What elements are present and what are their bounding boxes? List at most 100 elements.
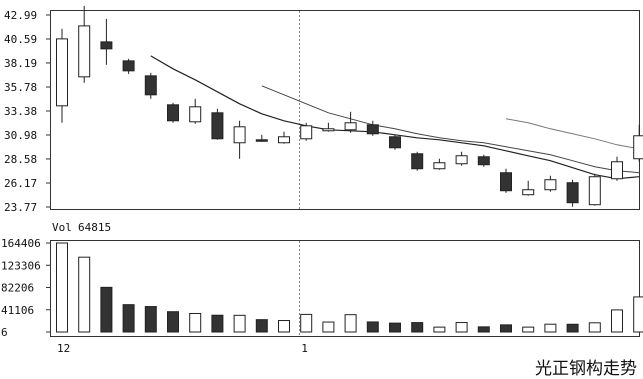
candle [434,159,445,170]
candle [301,123,312,141]
volume-tick-label: 41106 [1,304,34,317]
price-axis-ticks: 42.9940.5938.1935.7833.3830.9828.5826.17… [4,9,50,214]
volume-bar [79,257,90,332]
candle [412,152,423,171]
candle [279,132,290,144]
candle [168,103,179,123]
candle [256,135,267,142]
price-panel: 42.9940.5938.1935.7833.3830.9828.5826.17… [4,6,643,214]
volume-tick-label: 164406 [1,237,41,250]
chart-caption: 光正钢构走势 [535,354,637,379]
volume-value: 64815 [78,221,111,234]
candle-body-up [234,127,245,143]
candle-body-up [589,177,600,205]
candle [367,121,378,136]
x-axis-labels: 12 1 [57,342,308,355]
candle-body-down [123,61,134,71]
candlesticks [57,6,643,207]
candle-body-down [501,173,512,191]
price-tick-label: 42.99 [4,9,37,22]
moving-average-line-2 [262,86,639,173]
candle-body-up [279,137,290,143]
candle-body-down [367,125,378,134]
candle-body-down [478,157,489,165]
candle-body-up [634,136,643,159]
candle [589,174,600,206]
candle [212,109,223,140]
candle [234,121,245,159]
volume-bar [367,322,378,332]
volume-bar [456,323,467,332]
candle-body-up [434,163,445,169]
candle-body-up [545,180,556,190]
candle [57,29,68,123]
volume-panel: Vol 64815 164406 123306 82206 41106 6 [1,221,643,339]
price-tick-label: 35.78 [4,81,37,94]
volume-bar [412,323,423,332]
candle-body-down [412,154,423,169]
volume-bar [301,314,312,332]
price-tick-label: 23.77 [4,201,37,214]
candle-body-down [168,105,179,121]
candle [145,73,156,99]
price-tick-label: 30.98 [4,129,37,142]
volume-bar [190,313,201,332]
volume-bar [523,327,534,332]
price-tick-label: 38.19 [4,57,37,70]
volume-bar [501,325,512,332]
candle-body-up [57,39,68,106]
volume-bar [612,310,623,332]
volume-tick-label: 82206 [1,282,34,295]
volume-bar [345,315,356,332]
x-axis-label: 12 [57,342,70,355]
price-tick-label: 33.38 [4,105,37,118]
volume-label: Vol [52,221,72,234]
price-tick-label: 26.17 [4,177,37,190]
volume-bar [256,320,267,332]
candle-body-up [345,123,356,130]
volume-bar [545,324,556,332]
candle [345,112,356,133]
candle [567,180,578,207]
volume-bar [279,321,290,332]
volume-bar [212,315,223,332]
candle-body-up [612,162,623,179]
candle-body-up [79,26,90,77]
volume-tick-label: 6 [1,326,8,339]
volume-bar [478,327,489,332]
candle [190,99,201,124]
price-tick-label: 40.59 [4,33,37,46]
volume-tick-label: 123306 [1,259,41,272]
candle [478,155,489,167]
candle-body-up [323,129,334,131]
candle-body-down [390,137,401,148]
volume-bar [145,307,156,332]
candle [323,123,334,132]
candle [390,135,401,150]
candle-body-down [567,183,578,203]
candle-body-down [101,42,112,49]
candle-body-up [523,190,534,195]
volume-bar [57,243,68,332]
volume-bar [323,322,334,332]
volume-bar [634,297,643,332]
volume-bar [123,305,134,332]
candle-body-down [145,76,156,95]
candle [79,6,90,83]
candle [523,181,534,196]
volume-bar [390,323,401,332]
candle [101,19,112,65]
candle-body-up [456,156,467,164]
volume-bar [589,323,600,332]
x-axis-label: 1 [301,342,308,355]
moving-average-line-1 [151,56,639,179]
volume-axis-ticks: 164406 123306 82206 41106 6 [1,237,50,339]
volume-bar [234,315,245,332]
moving-average-line-3 [506,119,639,149]
volume-bars [57,243,643,332]
candle [501,169,512,193]
candle [123,59,134,74]
candle-body-up [190,107,201,122]
volume-bar [101,287,112,332]
